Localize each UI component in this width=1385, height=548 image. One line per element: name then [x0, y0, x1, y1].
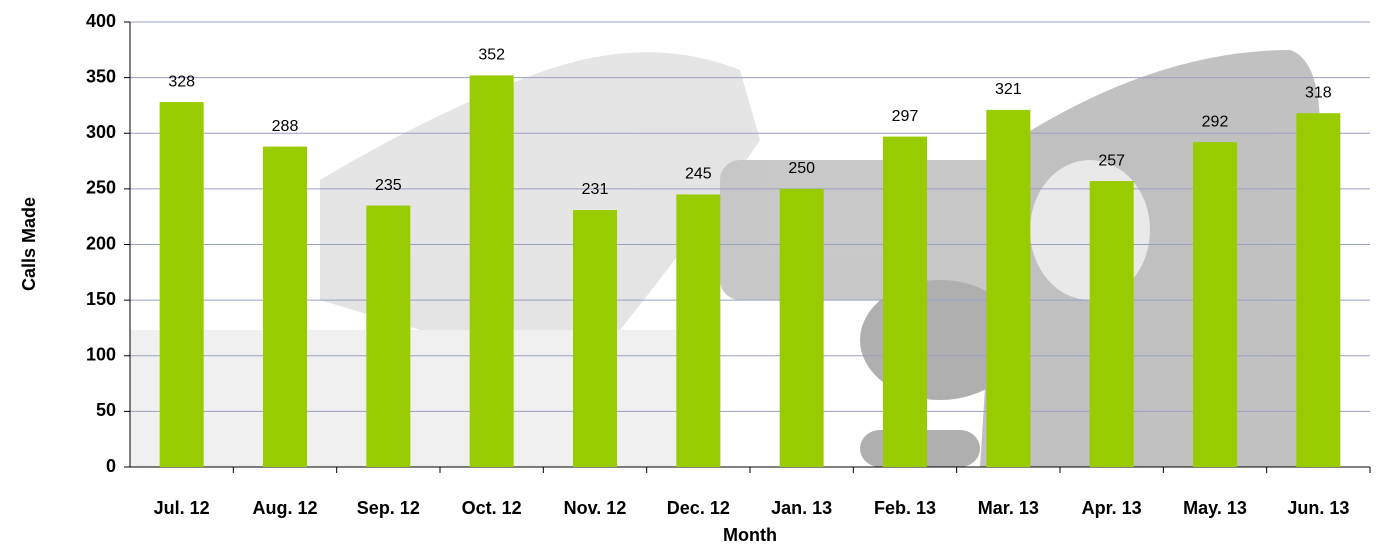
bar	[1296, 113, 1340, 467]
value-label: 318	[1305, 84, 1332, 101]
bar	[160, 102, 204, 467]
bar	[676, 194, 720, 467]
bar	[780, 189, 824, 467]
bar	[1090, 181, 1134, 467]
x-tick-label: Dec. 12	[667, 498, 730, 518]
value-label: 288	[272, 118, 299, 135]
x-axis-title: Month	[723, 525, 777, 545]
value-label: 235	[375, 177, 402, 194]
x-tick-label: Jun. 13	[1287, 498, 1349, 518]
bar	[470, 75, 514, 467]
value-label: 321	[995, 81, 1022, 98]
y-tick-label: 150	[86, 289, 116, 309]
bar	[986, 110, 1030, 467]
x-tick-label: Jan. 13	[771, 498, 832, 518]
x-tick-label: May. 13	[1183, 498, 1247, 518]
bar	[573, 210, 617, 467]
x-tick-label: Aug. 12	[252, 498, 317, 518]
x-tick-label: Nov. 12	[564, 498, 627, 518]
y-tick-label: 0	[106, 456, 116, 476]
value-label: 292	[1202, 113, 1229, 130]
y-tick-label: 300	[86, 122, 116, 142]
y-tick-label: 200	[86, 233, 116, 253]
x-tick-label: Apr. 13	[1082, 498, 1142, 518]
bar	[366, 206, 410, 467]
value-label: 297	[892, 108, 919, 125]
value-label: 328	[168, 73, 195, 90]
value-label: 352	[478, 47, 505, 64]
y-tick-label: 250	[86, 178, 116, 198]
x-tick-label: Feb. 13	[874, 498, 936, 518]
y-axis-title: Calls Made	[19, 197, 39, 291]
x-tick-label: Oct. 12	[462, 498, 522, 518]
value-label: 245	[685, 166, 712, 183]
y-tick-label: 350	[86, 66, 116, 86]
bar	[883, 137, 927, 467]
y-tick-label: 50	[96, 400, 116, 420]
bar	[1193, 142, 1237, 467]
chart: Calls Made Month 0 50 100 150 200 250 300 350 40…	[0, 0, 1385, 548]
bar	[263, 147, 307, 467]
value-label: 250	[788, 160, 815, 177]
x-tick-label: Sep. 12	[357, 498, 420, 518]
y-tick-label: 400	[86, 11, 116, 31]
background-photo	[130, 50, 1320, 467]
x-tick-label: Mar. 13	[978, 498, 1039, 518]
value-label: 231	[582, 181, 609, 198]
value-label: 257	[1098, 152, 1125, 169]
y-tick-label: 100	[86, 345, 116, 365]
x-tick-label: Jul. 12	[154, 498, 210, 518]
